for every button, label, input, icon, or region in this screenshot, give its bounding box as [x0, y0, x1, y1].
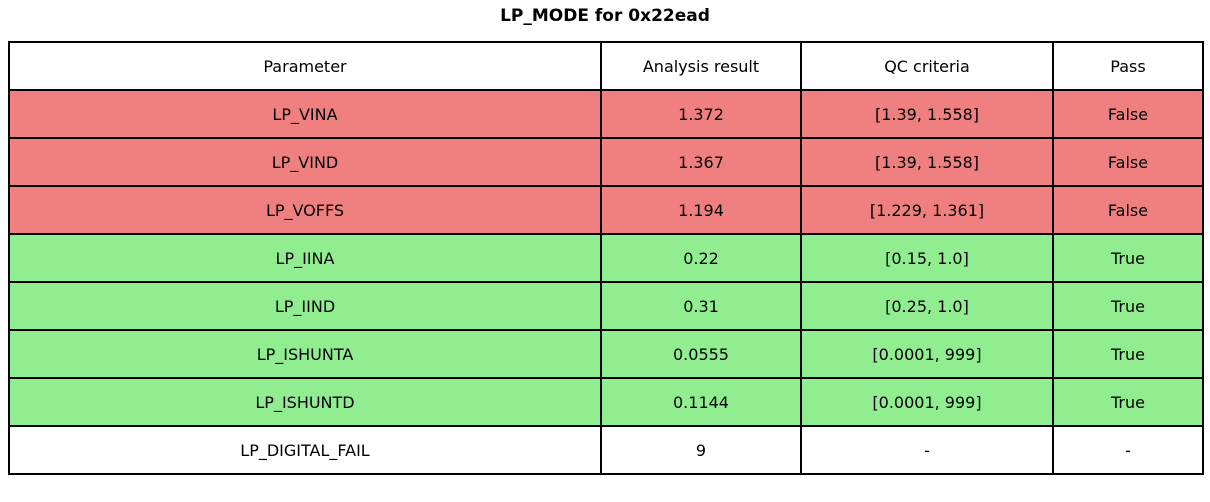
cell-pass: True: [1052, 233, 1204, 283]
cell-qc-criteria: [1.39, 1.558]: [800, 89, 1054, 139]
cell-analysis-result: 0.22: [600, 233, 802, 283]
cell-qc-criteria: -: [800, 425, 1054, 475]
cell-analysis-result: 0.31: [600, 281, 802, 331]
cell-qc-criteria: [1.229, 1.361]: [800, 185, 1054, 235]
cell-parameter: LP_ISHUNTA: [8, 329, 602, 379]
cell-parameter: LP_VINA: [8, 89, 602, 139]
cell-parameter: LP_IIND: [8, 281, 602, 331]
qc-results-table: Parameter Analysis result QC criteria Pa…: [8, 41, 1204, 475]
cell-analysis-result: 1.367: [600, 137, 802, 187]
cell-pass: True: [1052, 281, 1204, 331]
cell-pass: False: [1052, 185, 1204, 235]
table-row: LP_IIND 0.31 [0.25, 1.0] True: [8, 281, 1204, 331]
cell-pass: -: [1052, 425, 1204, 475]
table-row: LP_VIND 1.367 [1.39, 1.558] False: [8, 137, 1204, 187]
table-row: LP_VINA 1.372 [1.39, 1.558] False: [8, 89, 1204, 139]
page-title: LP_MODE for 0x22ead: [500, 6, 710, 26]
cell-qc-criteria: [0.0001, 999]: [800, 377, 1054, 427]
cell-parameter: LP_VIND: [8, 137, 602, 187]
header-row: Parameter Analysis result QC criteria Pa…: [8, 41, 1204, 91]
cell-qc-criteria: [0.25, 1.0]: [800, 281, 1054, 331]
cell-analysis-result: 1.372: [600, 89, 802, 139]
cell-parameter: LP_ISHUNTD: [8, 377, 602, 427]
cell-analysis-result: 0.0555: [600, 329, 802, 379]
table-row: LP_ISHUNTA 0.0555 [0.0001, 999] True: [8, 329, 1204, 379]
table-row: LP_IINA 0.22 [0.15, 1.0] True: [8, 233, 1204, 283]
col-header-pass: Pass: [1052, 41, 1204, 91]
table-row: LP_ISHUNTD 0.1144 [0.0001, 999] True: [8, 377, 1204, 427]
cell-qc-criteria: [0.0001, 999]: [800, 329, 1054, 379]
table-row: LP_VOFFS 1.194 [1.229, 1.361] False: [8, 185, 1204, 235]
col-header-parameter: Parameter: [8, 41, 602, 91]
cell-pass: True: [1052, 329, 1204, 379]
cell-parameter: LP_VOFFS: [8, 185, 602, 235]
cell-qc-criteria: [1.39, 1.558]: [800, 137, 1054, 187]
table-row: LP_DIGITAL_FAIL 9 - -: [8, 425, 1204, 475]
cell-analysis-result: 0.1144: [600, 377, 802, 427]
col-header-analysis-result: Analysis result: [600, 41, 802, 91]
cell-analysis-result: 9: [600, 425, 802, 475]
cell-parameter: LP_IINA: [8, 233, 602, 283]
cell-pass: True: [1052, 377, 1204, 427]
cell-pass: False: [1052, 89, 1204, 139]
cell-analysis-result: 1.194: [600, 185, 802, 235]
cell-parameter: LP_DIGITAL_FAIL: [8, 425, 602, 475]
col-header-qc-criteria: QC criteria: [800, 41, 1054, 91]
cell-pass: False: [1052, 137, 1204, 187]
cell-qc-criteria: [0.15, 1.0]: [800, 233, 1054, 283]
